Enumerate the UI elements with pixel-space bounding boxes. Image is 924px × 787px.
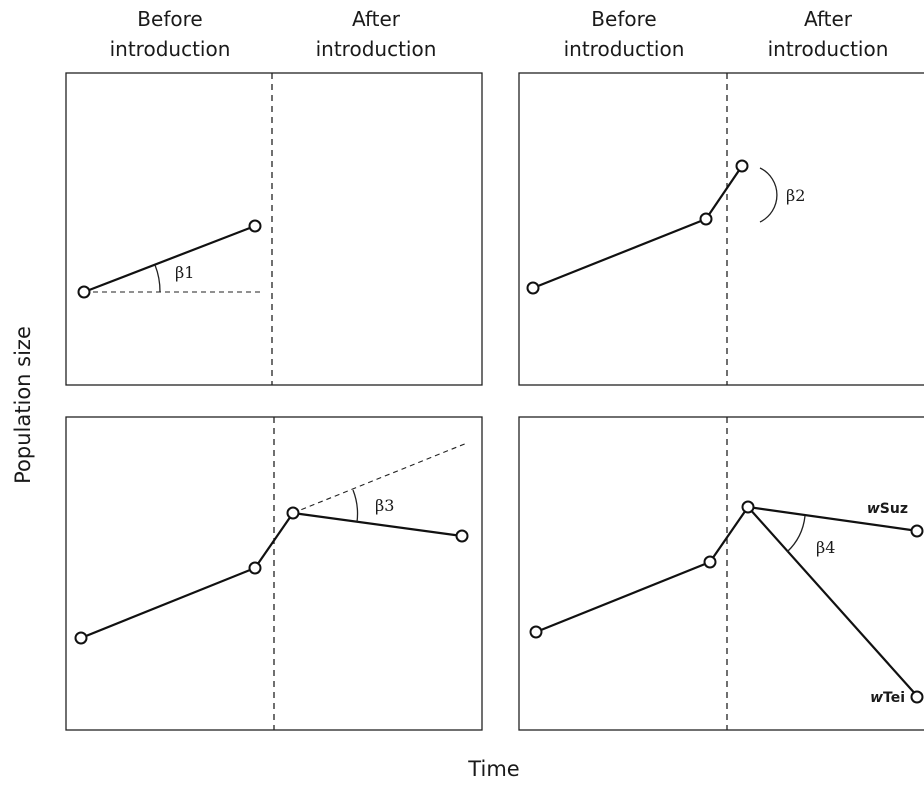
angle-arc bbox=[759, 167, 778, 223]
trend-segment-wtei bbox=[747, 506, 919, 698]
trend-segment bbox=[83, 224, 256, 294]
panel-bottom-right: β4 wSuz wTei bbox=[518, 416, 924, 731]
panel-top-left: β1 bbox=[65, 72, 483, 386]
series-name: Suz bbox=[880, 501, 908, 517]
angle-arc bbox=[786, 515, 806, 553]
panel-frame bbox=[65, 72, 483, 386]
data-point bbox=[910, 690, 924, 704]
header-after-left-line2: introduction bbox=[316, 37, 437, 61]
trend-segment-wsuz bbox=[747, 505, 919, 533]
angle-label: β2 bbox=[786, 186, 805, 205]
series-label-wsuz: wSuz bbox=[867, 501, 908, 517]
angle-arc bbox=[352, 489, 359, 523]
angle-label: β4 bbox=[816, 538, 835, 557]
data-point bbox=[455, 529, 469, 543]
header-after-left-line1: After bbox=[352, 7, 401, 31]
series-label-wtei: wTei bbox=[870, 690, 905, 706]
x-axis-title: Time bbox=[467, 757, 519, 781]
header-before-right-line2: introduction bbox=[564, 37, 685, 61]
trend-segment bbox=[532, 217, 707, 290]
data-point bbox=[529, 625, 543, 639]
panel-top-right: β2 bbox=[518, 72, 924, 386]
header-after-right-line1: After bbox=[804, 7, 853, 31]
header-before-left-line2: introduction bbox=[110, 37, 231, 61]
data-point bbox=[248, 219, 262, 233]
y-axis-title: Population size bbox=[11, 326, 35, 484]
trend-segment bbox=[535, 560, 711, 634]
data-point bbox=[735, 159, 749, 173]
data-point bbox=[248, 561, 262, 575]
header-before-left-line1: Before bbox=[137, 7, 202, 31]
header-before-right-line1: Before bbox=[591, 7, 656, 31]
column-headers: Before introduction After introduction B… bbox=[110, 7, 889, 61]
header-after-right-line2: introduction bbox=[768, 37, 889, 61]
series-name: Tei bbox=[883, 690, 905, 706]
data-point bbox=[286, 506, 300, 520]
panel-bottom-left: β3 bbox=[65, 416, 483, 731]
series-prefix: w bbox=[867, 501, 880, 517]
data-point bbox=[77, 285, 91, 299]
trend-segment bbox=[292, 511, 463, 538]
panel-frame bbox=[518, 72, 924, 386]
trend-segment bbox=[705, 165, 743, 220]
series-prefix: w bbox=[870, 690, 883, 706]
data-point bbox=[74, 631, 88, 645]
panel-frame bbox=[518, 416, 924, 731]
data-point bbox=[910, 524, 924, 538]
angle-label: β3 bbox=[375, 496, 394, 515]
data-point bbox=[703, 555, 717, 569]
trend-segment bbox=[709, 506, 749, 563]
angle-label: β1 bbox=[175, 263, 194, 282]
trend-segment bbox=[80, 566, 256, 640]
data-point bbox=[741, 500, 755, 514]
data-point bbox=[699, 212, 713, 226]
angle-arc bbox=[154, 264, 161, 293]
reference-line bbox=[292, 442, 468, 514]
data-point bbox=[526, 281, 540, 295]
trend-segment bbox=[254, 512, 294, 569]
